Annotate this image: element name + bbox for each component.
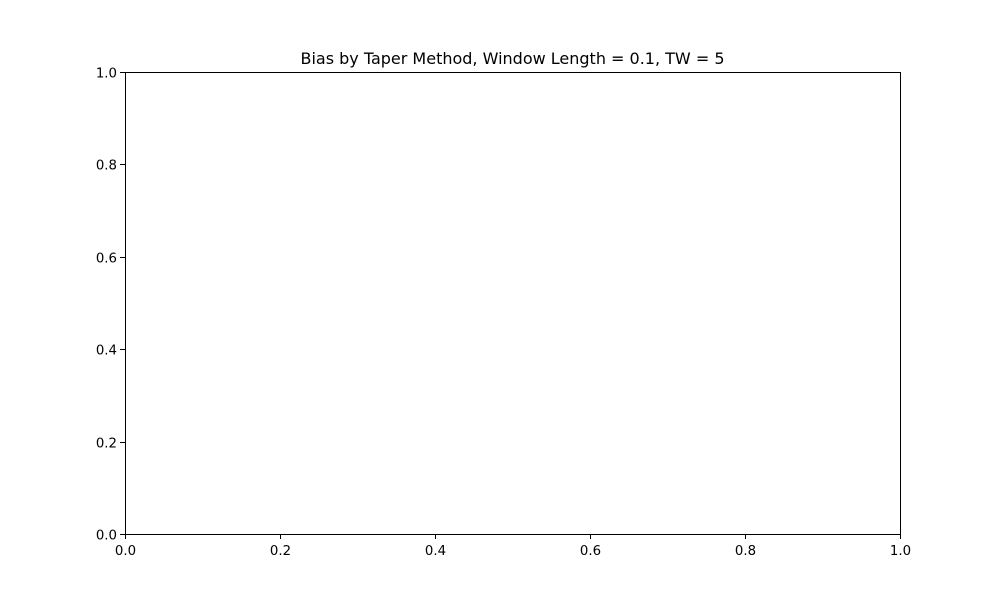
y-tick-label: 0.4 xyxy=(96,344,117,359)
plot-area-frame xyxy=(125,72,901,535)
x-tick-label: 0.2 xyxy=(270,544,291,559)
x-tick-label: 0.4 xyxy=(425,544,446,559)
y-tick-label: 1.0 xyxy=(96,67,117,82)
x-tick-label: 0.6 xyxy=(580,544,601,559)
y-axis-ticks: 0.0 0.2 0.4 0.6 0.8 1.0 xyxy=(96,67,125,544)
x-tick-label: 0.0 xyxy=(115,544,136,559)
chart-title: Bias by Taper Method, Window Length = 0.… xyxy=(300,49,724,68)
y-tick-label: 0.0 xyxy=(96,529,117,544)
x-tick-label: 1.0 xyxy=(890,544,911,559)
y-tick-label: 0.2 xyxy=(96,437,117,452)
x-tick-label: 0.8 xyxy=(735,544,756,559)
y-tick-label: 0.8 xyxy=(96,159,117,174)
y-tick-label: 0.6 xyxy=(96,252,117,267)
x-axis-ticks: 0.0 0.2 0.4 0.6 0.8 1.0 xyxy=(115,534,911,559)
